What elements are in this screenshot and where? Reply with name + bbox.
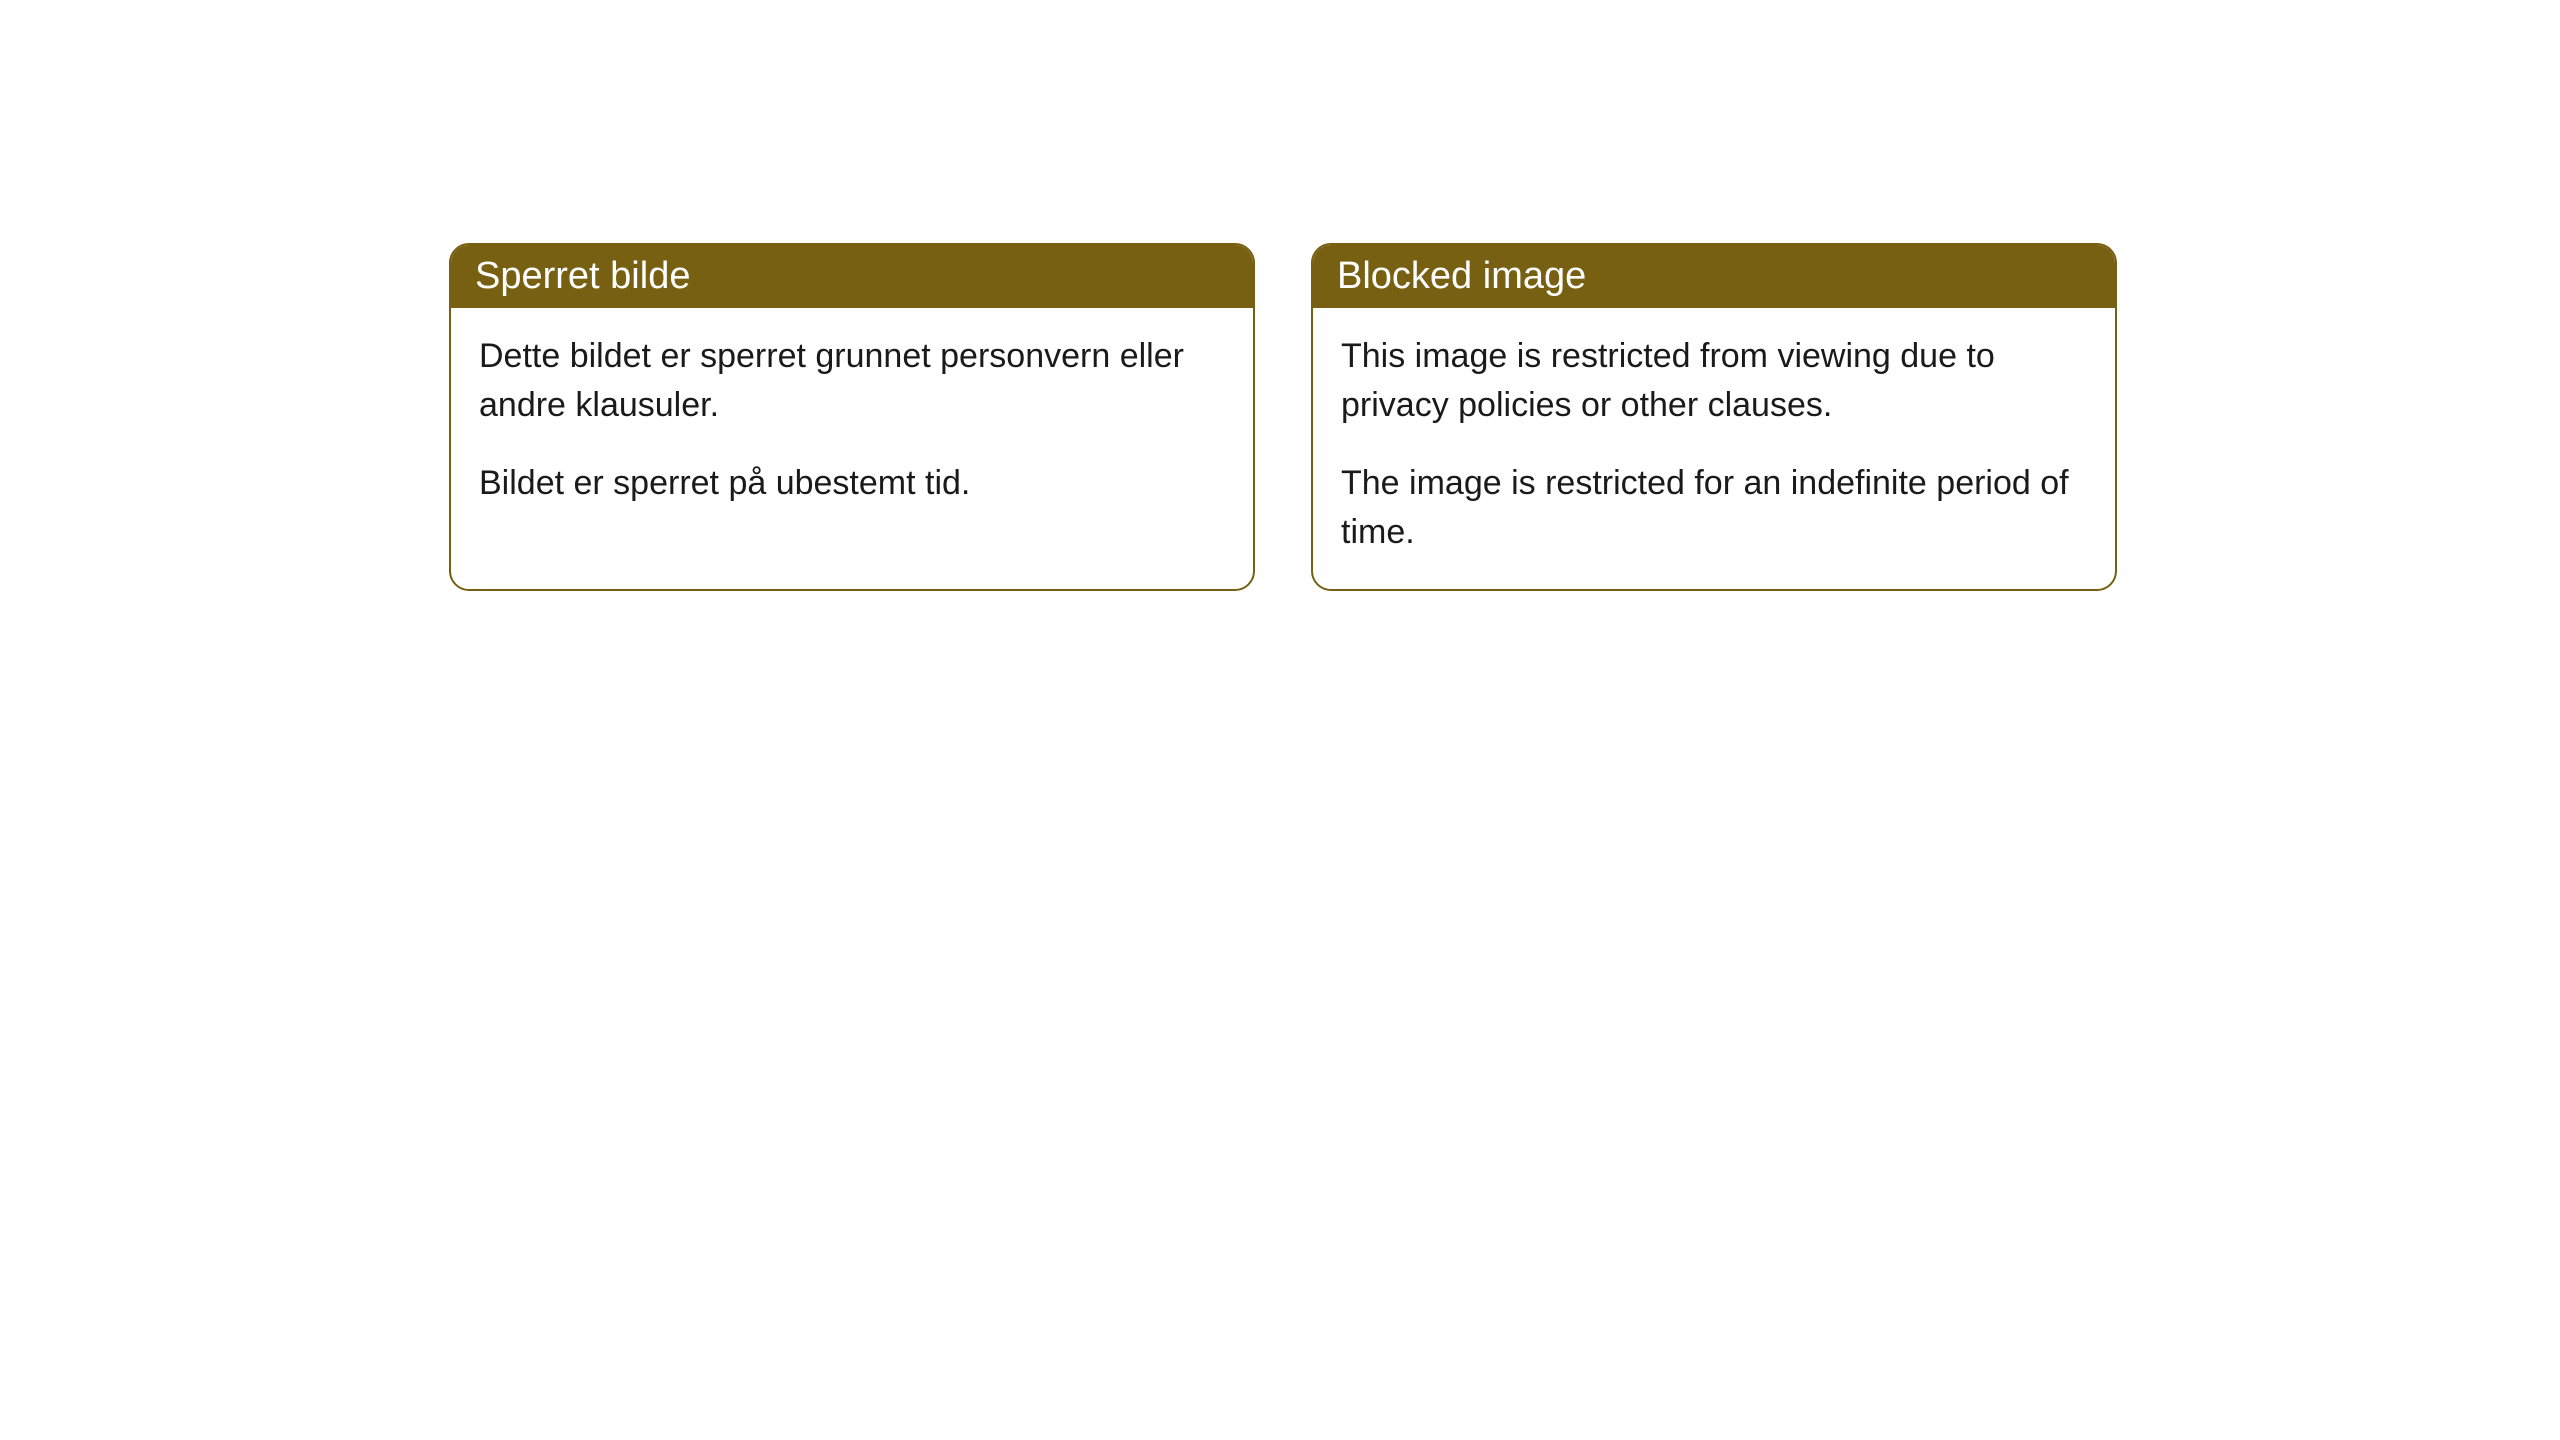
card-text-english-p2: The image is restricted for an indefinit… [1341, 459, 2087, 558]
notice-cards-container: Sperret bilde Dette bildet er sperret gr… [449, 243, 2117, 591]
card-title-english: Blocked image [1313, 245, 2115, 308]
card-body-english: This image is restricted from viewing du… [1313, 308, 2115, 589]
card-text-norwegian-p1: Dette bildet er sperret grunnet personve… [479, 332, 1225, 431]
card-body-norwegian: Dette bildet er sperret grunnet personve… [451, 308, 1253, 540]
card-text-english-p1: This image is restricted from viewing du… [1341, 332, 2087, 431]
blocked-image-card-norwegian: Sperret bilde Dette bildet er sperret gr… [449, 243, 1255, 591]
card-title-norwegian: Sperret bilde [451, 245, 1253, 308]
blocked-image-card-english: Blocked image This image is restricted f… [1311, 243, 2117, 591]
card-text-norwegian-p2: Bildet er sperret på ubestemt tid. [479, 459, 1225, 508]
